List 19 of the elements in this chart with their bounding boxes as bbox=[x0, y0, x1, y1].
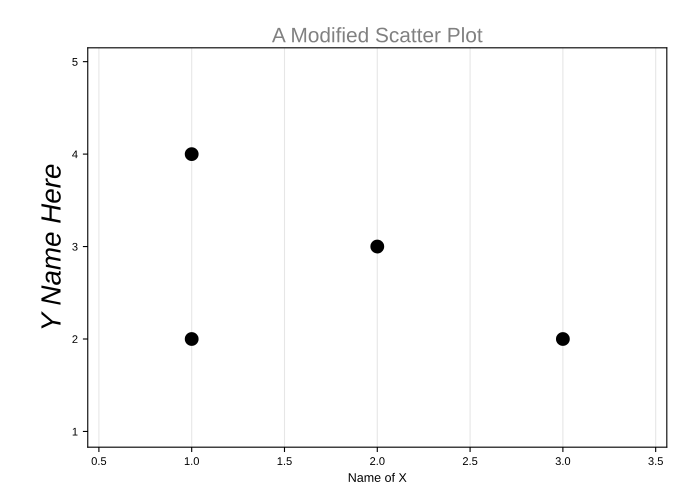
y-tick-label: 2 bbox=[72, 335, 78, 344]
x-tick-label: 3.5 bbox=[648, 457, 663, 466]
y-axis-title: Y Name Here bbox=[41, 164, 61, 328]
y-tick-label: 5 bbox=[72, 58, 78, 66]
x-axis-title: Name of X bbox=[348, 472, 407, 482]
point bbox=[184, 147, 199, 162]
y-tick-label: 1 bbox=[72, 428, 78, 436]
x-tick-label: 1.0 bbox=[184, 457, 199, 466]
point bbox=[184, 332, 199, 346]
y-tick-label: 4 bbox=[72, 150, 78, 158]
x-tick-label: 2.0 bbox=[370, 457, 385, 466]
y-tick-label: 3 bbox=[72, 242, 78, 251]
point bbox=[556, 332, 570, 346]
x-tick-label: 0.5 bbox=[92, 457, 106, 466]
point bbox=[370, 240, 384, 254]
chart-title: A Modified Scatter Plot bbox=[272, 27, 483, 42]
x-tick-label: 2.5 bbox=[462, 457, 478, 466]
x-tick-label: 3.0 bbox=[556, 457, 570, 466]
x-tick-label: 1.5 bbox=[278, 457, 292, 466]
